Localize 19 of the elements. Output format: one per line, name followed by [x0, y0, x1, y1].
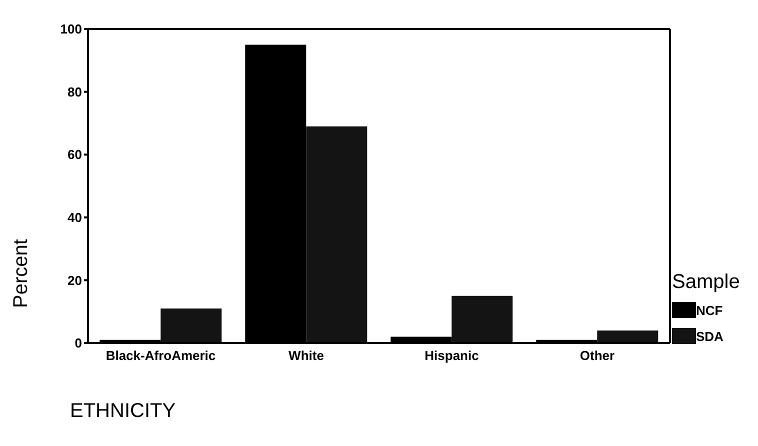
x-tick-label: Black-AfroAmeric	[106, 348, 216, 364]
x-tick-label: White	[288, 348, 324, 364]
x-tick-label: Other	[580, 348, 615, 364]
legend-label: NCF	[696, 302, 723, 318]
bar	[597, 330, 658, 343]
bar	[306, 126, 368, 343]
y-tick-label: 80	[68, 84, 82, 100]
bar	[452, 296, 513, 343]
x-tick-label: Hispanic	[424, 348, 479, 364]
y-tick-label: 0	[74, 336, 82, 351]
legend-title: Sample	[672, 271, 740, 294]
y-axis-title: Percent	[10, 239, 33, 308]
y-tick-label: 40	[68, 210, 82, 226]
bar	[160, 308, 222, 343]
y-tick-label: 60	[68, 147, 82, 162]
y-tick-label: 100	[60, 22, 82, 37]
legend-label: SDA	[696, 328, 724, 344]
x-axis-title: ETHNICITY	[70, 400, 176, 423]
y-tick-label: 20	[68, 272, 82, 288]
